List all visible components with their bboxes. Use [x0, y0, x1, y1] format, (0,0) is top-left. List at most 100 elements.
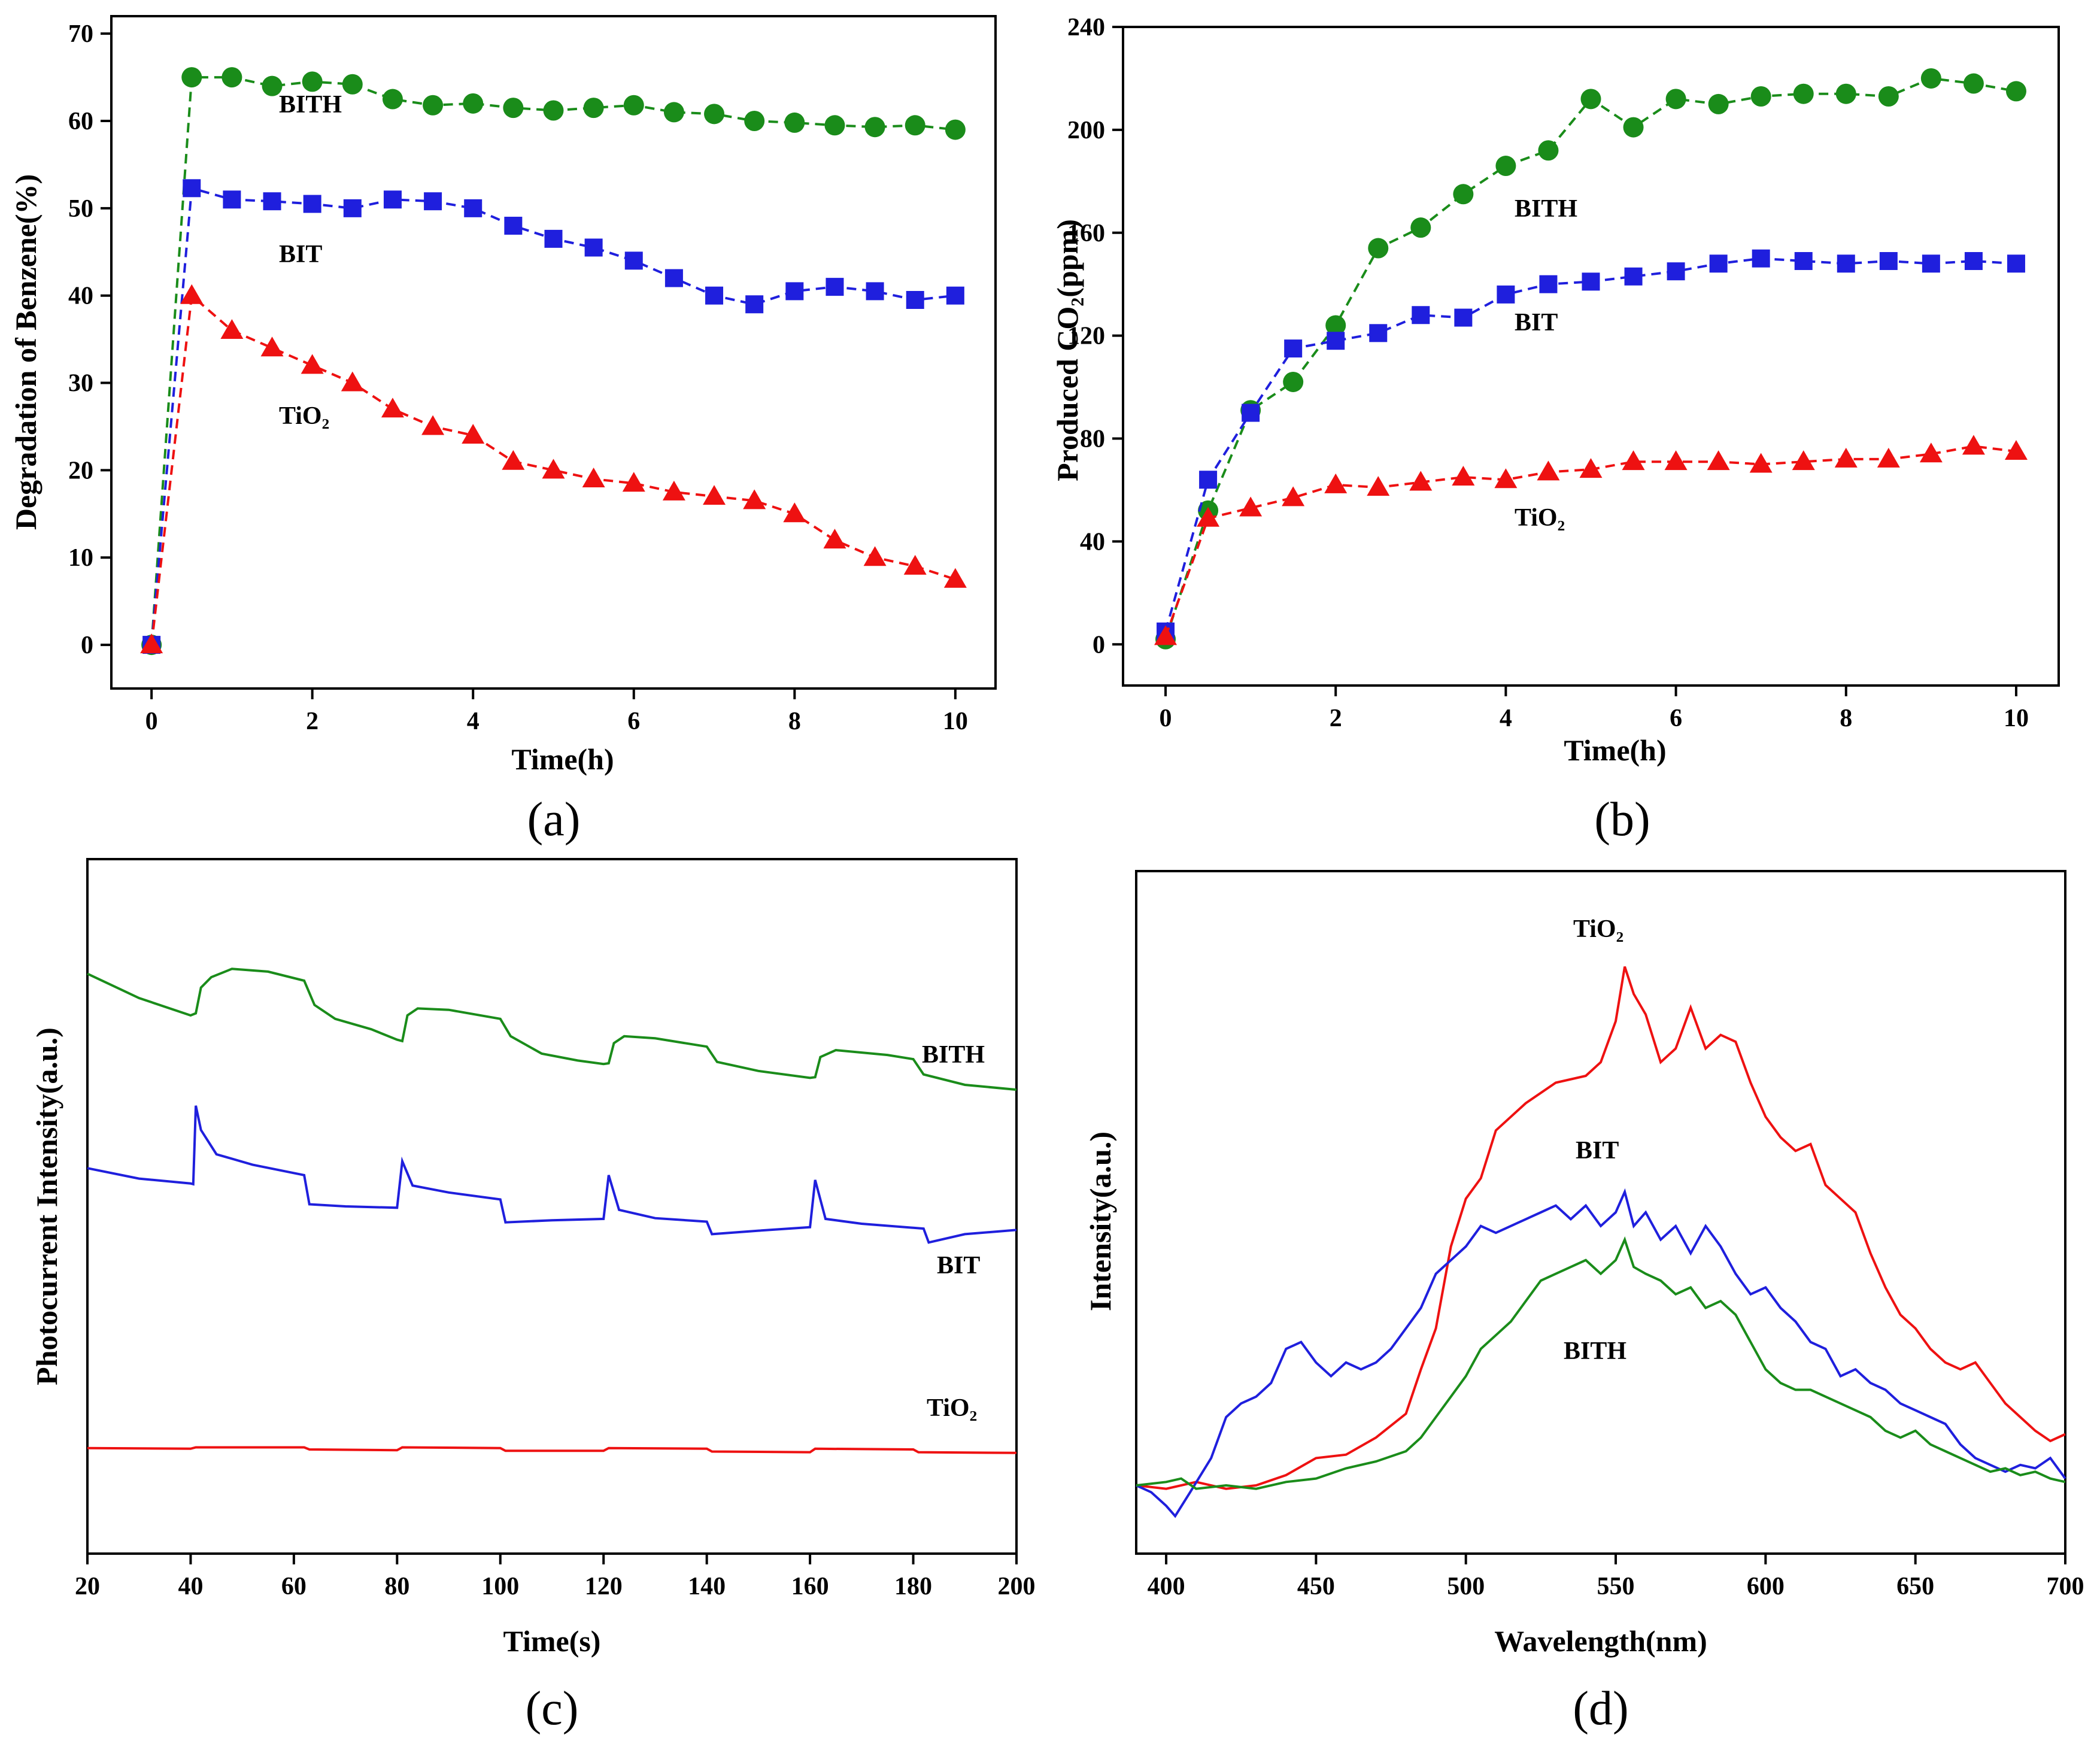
panel-a-y-tick-label-0: 0	[81, 632, 93, 659]
panel-b-plot-frame	[1122, 26, 2060, 687]
panel-c-label-bith: BITH	[922, 1041, 985, 1069]
panel-b-bit-point-15	[1794, 252, 1813, 271]
panel-b-bith-point-3	[1283, 371, 1304, 392]
panel-d-series-tio2-line	[1136, 966, 2066, 1490]
panel-a-bit-point-9	[504, 217, 523, 235]
panel-b-bit-point-10	[1582, 272, 1600, 291]
panel-b-bith-point-10	[1580, 89, 1601, 110]
panel-c: 20 40 60 80 100 120 140 160 180 200 Time(s) Photo…	[30, 858, 1036, 1735]
panel-a-tio2-point-19	[903, 554, 927, 575]
panel-b-series-bith-line	[1164, 77, 2017, 640]
panel-a-tio2-point-3	[260, 336, 284, 357]
panel-b-bit-point-17	[1879, 252, 1898, 271]
panel-b-bit-point-16	[1837, 254, 1855, 273]
panel-a-tio2-point-4	[301, 354, 324, 374]
panel-c-series-bit-line	[87, 1105, 1017, 1244]
panel-b-bith-point-7	[1453, 184, 1474, 205]
panel-b-tio2-point-4	[1324, 473, 1348, 493]
panel-b-bit-point-20	[2007, 254, 2025, 273]
panel-b-tio2-point-14	[1749, 453, 1773, 473]
panel-b-bith-point-15	[1793, 83, 1814, 104]
panel-d-y-axis-title: Intensity(a.u.)	[1084, 1132, 1117, 1311]
panel-b-tio2-point-7	[1452, 465, 1475, 486]
panel-d-x-tick-label-600: 600	[1747, 1573, 1785, 1600]
panel-c-y-axis-title: Photocurrent Intensity(a.u.)	[30, 1027, 63, 1385]
panel-a-bith-point-5	[342, 74, 363, 95]
panel-a-bith-point-19	[905, 115, 925, 136]
panel-a-tio2-point-17	[823, 529, 846, 549]
panel-a-bit-point-7	[424, 192, 442, 211]
panel-b-bit-point-5	[1369, 324, 1388, 342]
panel-a-bith-point-9	[503, 98, 524, 119]
panel-a-y-tick-label-10: 10	[68, 544, 93, 572]
panel-a-tio2-point-7	[421, 415, 445, 435]
panel-a-bith-point-10	[543, 100, 564, 121]
panel-a-tio2-point-20	[943, 568, 967, 588]
panel-a: 0 2 4 6 8 10 0 10 20 30 40 50 60 70 Time(h) Degradati…	[9, 15, 997, 846]
panel-a-bit-point-5	[343, 199, 362, 217]
panel-b-bit-point-13	[1709, 254, 1728, 273]
panel-b-bith-point-16	[1835, 83, 1856, 104]
panel-d-ticks: 400 450 500 550 600 650 700	[1148, 1554, 2084, 1600]
panel-b-bith-point-14	[1750, 86, 1771, 107]
panel-a-x-tick-label-6: 6	[627, 708, 640, 735]
panel-c-x-axis-title: Time(s)	[503, 1624, 601, 1658]
panel-c-x-tick-label-160: 160	[791, 1573, 829, 1600]
panel-b-bith-point-20	[2005, 81, 2026, 102]
panel-a-bit-point-4	[303, 195, 321, 213]
panel-b: 0 2 4 6 8 10 0 40 80 120 160 200 240 Time(h) Produce…	[1051, 14, 2060, 846]
panel-a-series-tio2-line	[150, 293, 956, 645]
panel-a-tio2-point-5	[341, 371, 364, 392]
panel-a-bith-point-11	[583, 98, 604, 119]
panel-a-bit-point-20	[946, 286, 964, 305]
panel-c-x-tick-label-200: 200	[998, 1573, 1036, 1600]
panel-b-label-tio2: TiO₂	[1515, 504, 1565, 532]
panel-a-bit-point-15	[745, 295, 764, 314]
panel-a-tio2-point-6	[381, 398, 404, 418]
panel-a-label-tio2: TiO₂	[279, 402, 329, 430]
panel-b-tio2-point-1	[1197, 506, 1220, 527]
panel-d-series-bit-line	[1136, 1188, 2066, 1518]
panel-d-label-bith: BITH	[1564, 1337, 1626, 1365]
panel-a-bith-point-12	[623, 95, 644, 116]
panel-c-x-tick-label-120: 120	[585, 1573, 623, 1600]
panel-a-y-tick-label-50: 50	[68, 195, 93, 223]
panel-a-bith-point-3	[262, 75, 283, 96]
panel-a-series-bith-line	[150, 76, 956, 645]
panel-b-tio2-point-11	[1622, 450, 1645, 471]
panel-c-x-tick-label-100: 100	[481, 1573, 519, 1600]
panel-b-y-tick-label-200: 200	[1067, 117, 1105, 144]
panel-b-tio2-point-16	[1834, 447, 1858, 468]
panel-b-tio2-point-10	[1579, 458, 1603, 478]
panel-a-bith-point-6	[382, 89, 403, 110]
panel-a-bit-point-19	[906, 290, 924, 309]
panel-d-plot-frame	[1135, 870, 2066, 1555]
panel-c-series-bith-line	[87, 967, 1017, 1091]
panel-b-tio2-point-2	[1239, 496, 1263, 517]
panel-b-x-tick-label-4: 4	[1500, 705, 1512, 732]
panel-a-plot-frame	[110, 15, 997, 690]
panel-a-bit-point-18	[866, 282, 884, 301]
panel-a-bit-point-8	[464, 199, 482, 217]
panel-c-x-tick-label-80: 80	[384, 1573, 409, 1600]
panel-a-bith-point-2	[221, 67, 242, 88]
panel-b-bith-point-9	[1538, 140, 1559, 161]
panel-a-tio2-point-16	[783, 502, 806, 523]
panel-b-tio2-point-19	[1962, 435, 1985, 455]
panel-d-x-tick-label-400: 400	[1148, 1573, 1185, 1600]
panel-b-tio2-point-3	[1282, 486, 1305, 506]
panel-a-bit-point-2	[223, 190, 241, 209]
panel-b-bith-point-5	[1368, 238, 1389, 259]
panel-b-tio2-point-20	[2004, 439, 2028, 460]
panel-a-bit-point-1	[183, 179, 201, 198]
panel-b-label: (b)	[1594, 793, 1650, 846]
panel-b-bith-point-11	[1623, 117, 1644, 138]
panel-a-bith-point-8	[463, 93, 484, 114]
panel-a-tio2-point-8	[462, 424, 485, 444]
panel-a-bith-point-16	[784, 112, 805, 133]
panel-b-bith-point-13	[1708, 93, 1729, 114]
panel-c-plot-frame	[86, 858, 1018, 1555]
panel-a-y-tick-label-30: 30	[68, 370, 93, 398]
panel-b-bit-point-19	[1964, 252, 1983, 271]
